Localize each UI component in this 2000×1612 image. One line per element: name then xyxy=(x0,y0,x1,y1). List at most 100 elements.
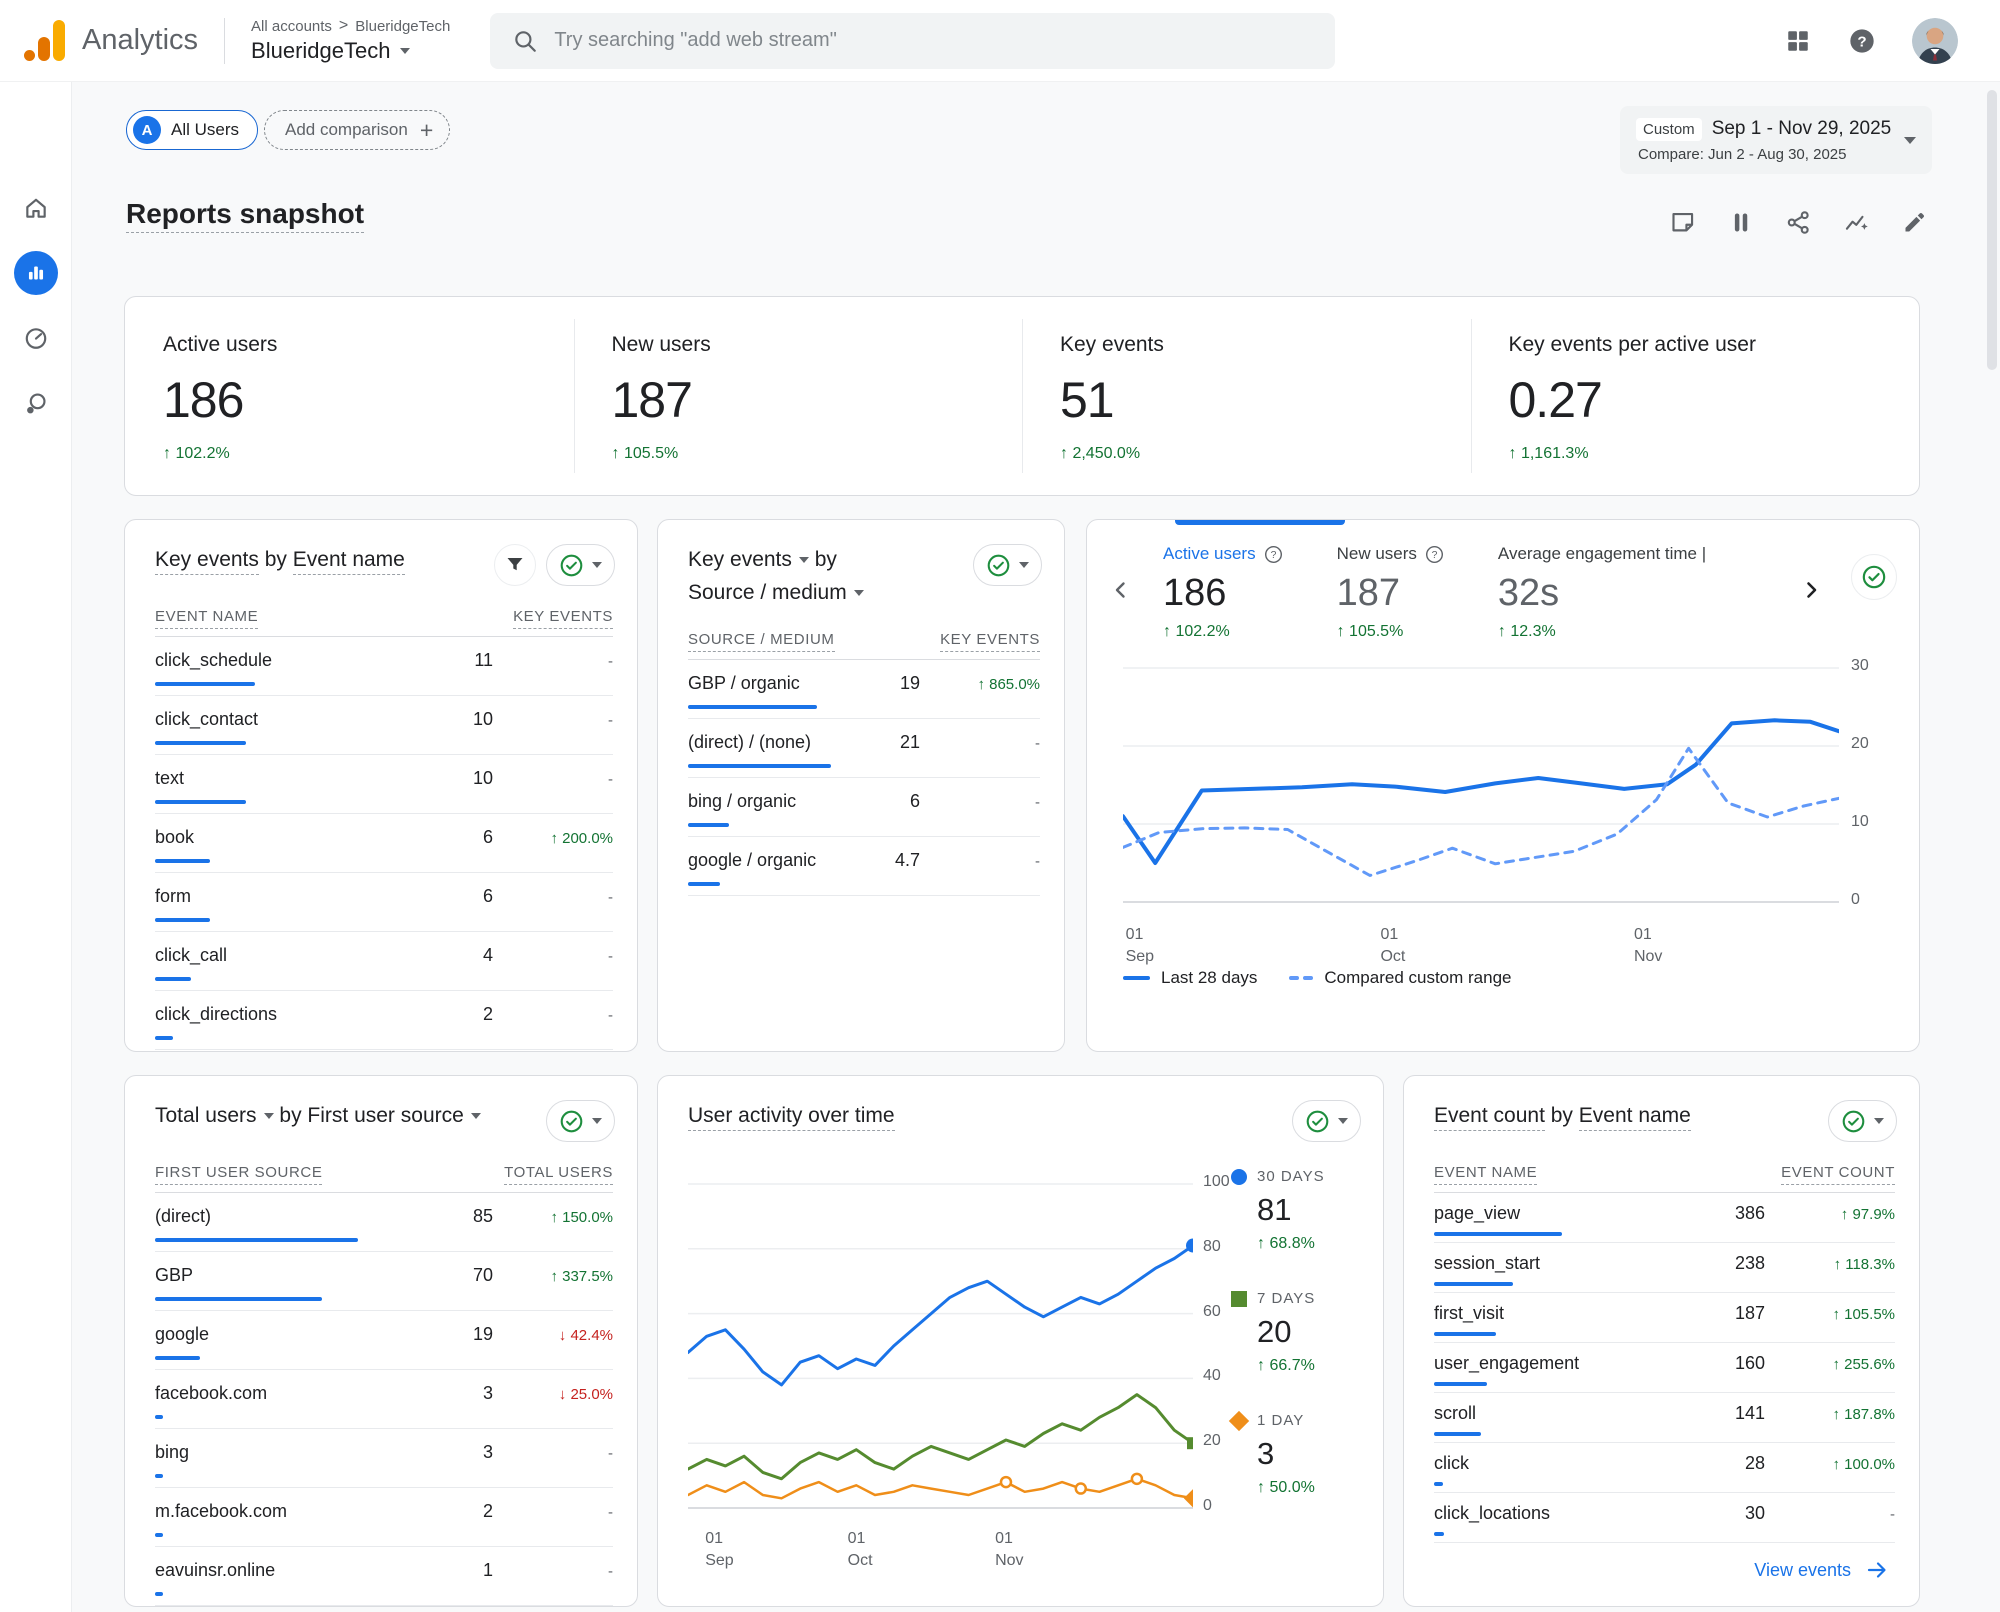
account-switcher[interactable]: All accounts > BlueridgeTech BlueridgeTe… xyxy=(251,17,450,64)
sidebar-item-reports[interactable] xyxy=(14,251,58,295)
card-title-selector[interactable]: Key events by Source / medium xyxy=(688,544,864,609)
data-quality-pill[interactable] xyxy=(546,544,615,586)
insights-button[interactable] xyxy=(1842,208,1870,236)
table-row: page_view 386 ↑ 97.9% xyxy=(1434,1193,1895,1243)
data-quality-pill[interactable] xyxy=(546,1100,615,1142)
value-cell: 2 xyxy=(482,1004,493,1024)
help-icon: ? xyxy=(1850,28,1874,53)
sidebar-item-home[interactable] xyxy=(14,186,58,230)
x-axis-tick: 01 Oct xyxy=(1380,926,1406,965)
card-key-events-by-source-medium: Key events by Source / medium SOURCE / M… xyxy=(657,519,1065,1052)
bar-chart-icon xyxy=(28,266,44,280)
table-row: bing 3 - xyxy=(155,1429,613,1488)
metric-value: 0.27 xyxy=(1508,372,1603,428)
table-header: EVENT NAME EVENT COUNT xyxy=(1434,1164,1895,1193)
dimension-cell: text xyxy=(155,768,423,804)
search-input[interactable] xyxy=(554,29,1314,52)
table-row: GBP 70 ↑ 337.5% xyxy=(155,1252,613,1311)
change-cell: - xyxy=(608,712,613,729)
table-row: click_schedule 11 - xyxy=(155,637,613,696)
note-button[interactable] xyxy=(1668,208,1696,236)
value-bar xyxy=(155,682,255,686)
metric-value: 187 xyxy=(611,372,693,428)
value-bar xyxy=(155,1533,163,1537)
data-quality-button[interactable] xyxy=(1851,554,1897,600)
dimension-cell: click_call xyxy=(155,945,423,981)
date-range-picker[interactable]: Custom Sep 1 - Nov 29, 2025 Compare: Jun… xyxy=(1620,106,1932,174)
table-row: user_engagement 160 ↑ 255.6% xyxy=(1434,1343,1895,1393)
edit-button[interactable] xyxy=(1900,208,1928,236)
legend-value: 3 xyxy=(1257,1436,1275,1471)
view-events-link[interactable]: View events xyxy=(1754,1558,1889,1582)
legend-block-30-days: 30 DAYS 81 ↑ 68.8% xyxy=(1231,1168,1325,1253)
chevron-right-icon: > xyxy=(338,17,349,34)
x-axis-tick: 01 Oct xyxy=(847,1530,873,1569)
y-axis-tick: 0 xyxy=(1851,891,1860,908)
breadcrumb-root: All accounts xyxy=(251,17,332,35)
value-bar xyxy=(1434,1532,1444,1536)
table-row: click 28 ↑ 100.0% xyxy=(1434,1443,1895,1493)
trend-line-chart xyxy=(1123,667,1839,903)
chart-legend: Last 28 days Compared custom range xyxy=(1123,968,1512,988)
svg-text:?: ? xyxy=(1857,33,1866,50)
y-axis-tick: 60 xyxy=(1203,1302,1221,1320)
sidebar-item-explore[interactable] xyxy=(14,381,58,425)
dimension-cell: form xyxy=(155,886,423,922)
caret-down-icon xyxy=(470,1113,481,1120)
table-row: text 10 - xyxy=(155,755,613,814)
table-row: google 19 ↓ 42.4% xyxy=(155,1311,613,1370)
sidebar-item-advertising[interactable] xyxy=(14,316,58,360)
card-key-events-by-event-name: Key events by Event name EVENT NAME KEY … xyxy=(124,519,638,1052)
data-quality-pill[interactable] xyxy=(973,544,1042,586)
legend-block-7-days: 7 DAYS 20 ↑ 66.7% xyxy=(1231,1290,1325,1375)
y-axis-tick: 20 xyxy=(1851,735,1869,752)
value-cell: 6 xyxy=(909,791,920,812)
card-title-selector[interactable]: Total users by First user source xyxy=(155,1100,481,1133)
prev-metrics-button[interactable] xyxy=(1099,568,1143,612)
metric-label: Active users xyxy=(163,333,278,356)
scrollbar[interactable] xyxy=(1987,90,1997,370)
share-button[interactable] xyxy=(1784,208,1812,236)
help-button[interactable]: ? xyxy=(1848,27,1876,55)
tab-metric-value: 186 xyxy=(1163,572,1227,614)
caret-down-icon xyxy=(400,48,411,54)
caret-down-icon xyxy=(592,562,602,568)
metric-tab[interactable]: Active users? 186 ↑ 102.2% xyxy=(1163,544,1283,641)
filter-button[interactable] xyxy=(494,544,536,586)
change-cell: - xyxy=(608,1445,613,1462)
value-cell: 21 xyxy=(899,732,920,753)
search-bar[interactable] xyxy=(490,12,1336,69)
next-metrics-button[interactable] xyxy=(1789,568,1833,612)
date-range-text: Sep 1 - Nov 29, 2025 xyxy=(1711,118,1892,139)
metric-label: New users xyxy=(611,333,711,356)
table-header: EVENT NAME KEY EVENTS xyxy=(155,608,613,637)
add-comparison-chip[interactable]: Add comparison + xyxy=(264,110,451,150)
value-cell: 6 xyxy=(482,886,493,906)
value-cell: 187 xyxy=(1734,1303,1765,1323)
value-cell: 11 xyxy=(474,650,493,670)
avatar[interactable] xyxy=(1912,17,1958,64)
chevron-right-icon xyxy=(1807,582,1817,598)
change-cell: - xyxy=(1035,735,1040,753)
metric-tab[interactable]: Average engagement time | 32s ↑ 12.3% xyxy=(1497,544,1707,640)
property-name: BlueridgeTech xyxy=(251,38,391,63)
x-axis-tick: 01 Nov xyxy=(1633,926,1663,965)
table-row: click_directions 2 - xyxy=(155,991,613,1050)
all-users-chip[interactable]: A All Users xyxy=(126,110,259,150)
share-icon xyxy=(1787,210,1809,234)
metric-card: New users 187 ↑ 105.5% xyxy=(573,297,1023,495)
card-event-count-by-event-name: Event count by Event name EVENT NAME EVE… xyxy=(1403,1075,1920,1607)
value-bar xyxy=(155,800,246,804)
data-quality-pill[interactable] xyxy=(1292,1100,1361,1142)
metric-tab[interactable]: New users? 187 ↑ 105.5% xyxy=(1337,544,1444,641)
circle-marker-icon xyxy=(1231,1168,1247,1185)
apps-grid-button[interactable] xyxy=(1784,27,1812,55)
data-quality-pill[interactable] xyxy=(1828,1100,1897,1142)
dimension-cell: click_locations xyxy=(1434,1503,1675,1536)
check-circle-icon xyxy=(1862,565,1886,589)
compare-button[interactable] xyxy=(1726,208,1754,236)
value-bar xyxy=(688,764,831,769)
value-bar xyxy=(688,705,817,710)
analytics-logo[interactable]: Analytics xyxy=(22,18,198,64)
dimension-cell: click xyxy=(1434,1453,1675,1486)
